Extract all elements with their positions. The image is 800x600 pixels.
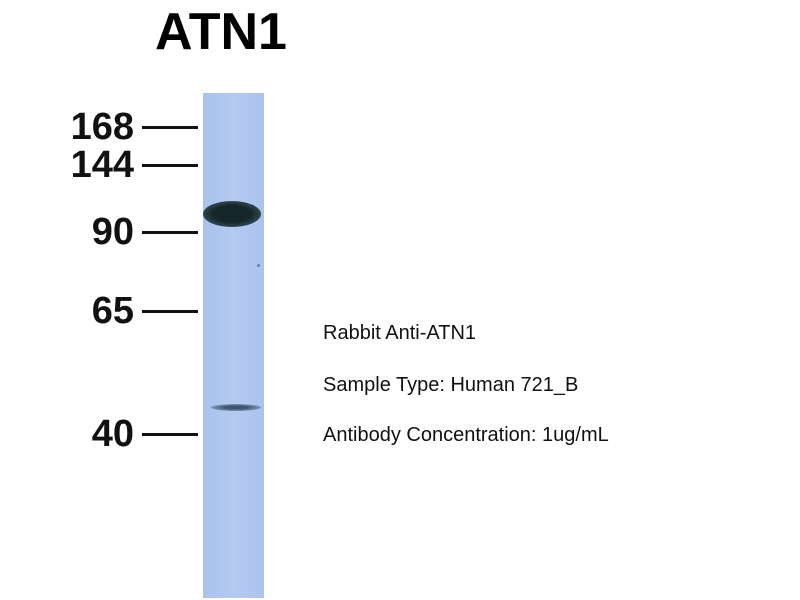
sample-type-label: Sample Type: Human 721_B — [323, 374, 579, 396]
marker-tick — [142, 126, 198, 129]
antibody-label: Rabbit Anti-ATN1 — [323, 322, 477, 344]
marker-label: 90 — [91, 211, 134, 253]
marker-label: 168 — [70, 106, 134, 148]
marker-65: 65 — [0, 291, 200, 331]
marker-label: 40 — [91, 413, 134, 455]
marker-label: 65 — [91, 290, 134, 332]
marker-tick — [142, 310, 198, 313]
marker-168: 168 — [0, 107, 200, 147]
blot-lane — [203, 93, 264, 598]
band-minor — [211, 404, 261, 411]
marker-tick — [142, 231, 198, 234]
marker-40: 40 — [0, 414, 200, 454]
concentration-label: Antibody Concentration: 1ug/mL — [323, 424, 609, 446]
marker-144: 144 — [0, 145, 200, 185]
marker-label: 144 — [70, 144, 134, 186]
marker-90: 90 — [0, 212, 200, 252]
marker-tick — [142, 164, 198, 167]
speck — [257, 264, 260, 267]
band-main — [203, 201, 261, 227]
blot-title: ATN1 — [155, 3, 287, 61]
marker-tick — [142, 433, 198, 436]
